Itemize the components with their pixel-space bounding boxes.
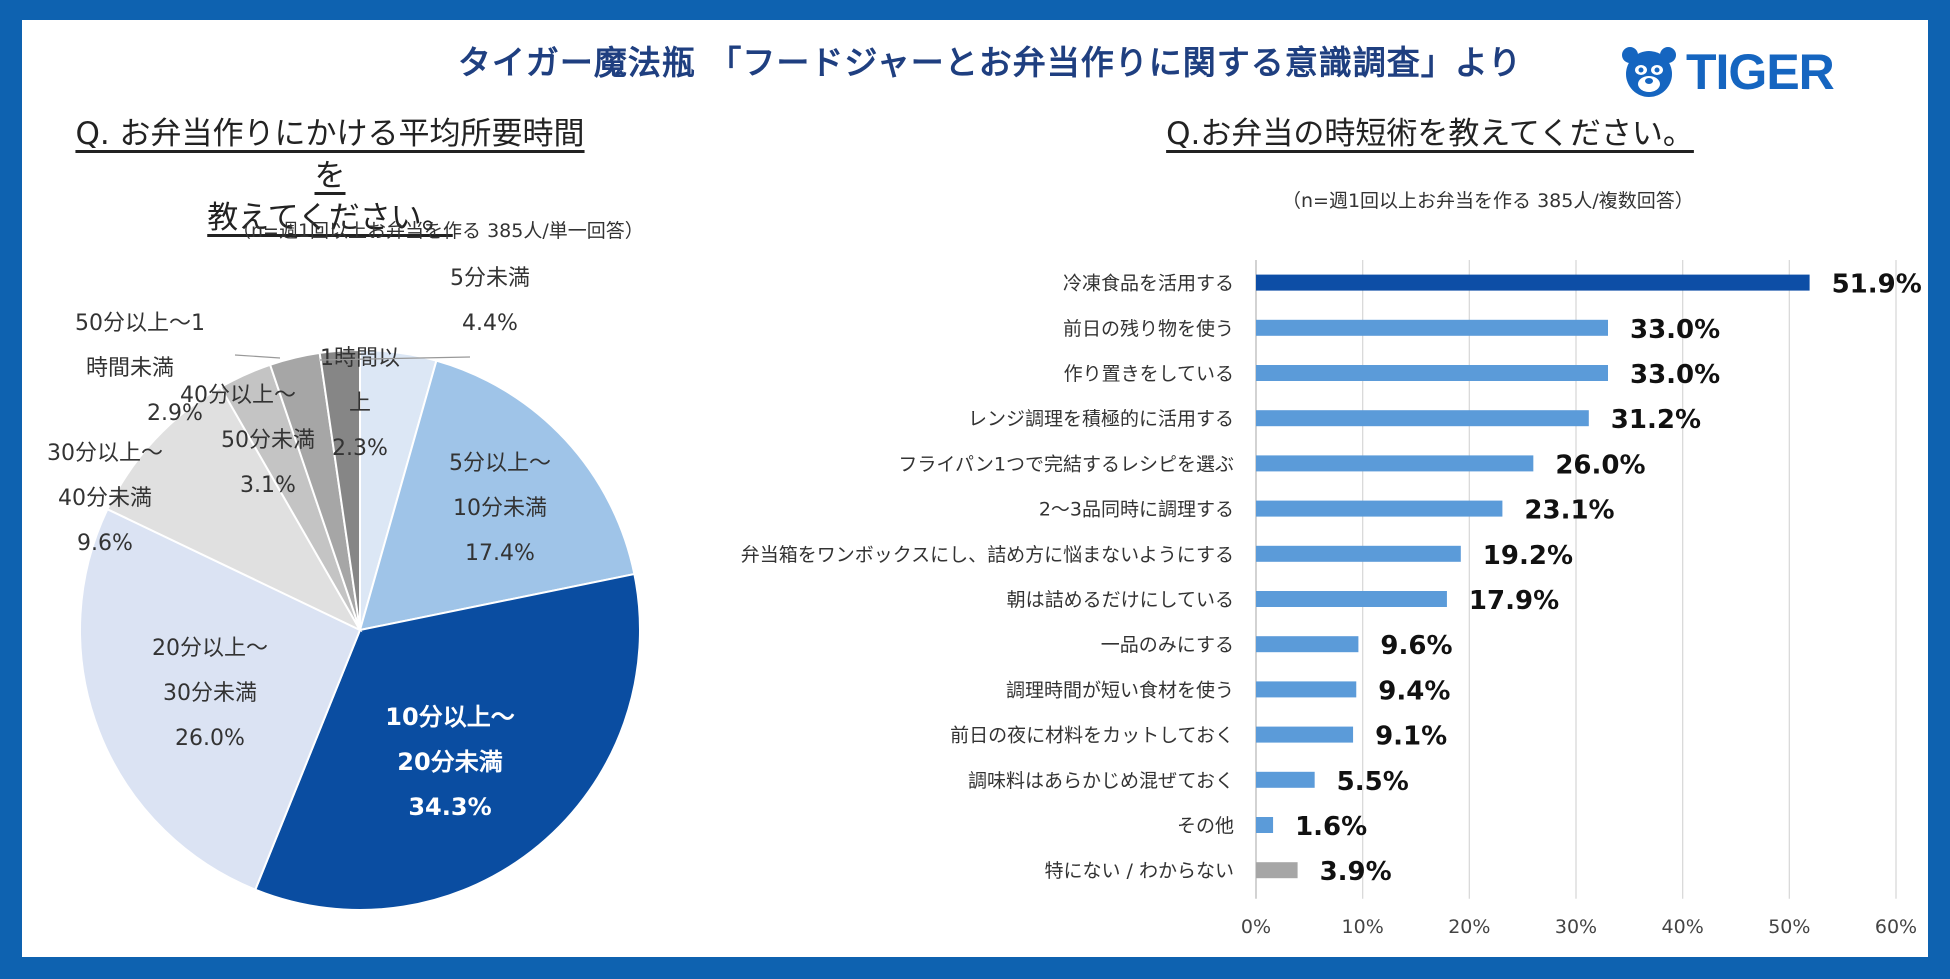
bar-value-label: 33.0% [1630, 315, 1720, 345]
pie-label: 4.4% [462, 311, 518, 336]
bar-value-label: 23.1% [1524, 496, 1614, 526]
bar [1256, 726, 1354, 743]
bar-value-label: 3.9% [1320, 857, 1392, 887]
bar [1256, 862, 1298, 879]
bar-value-label: 51.9% [1832, 270, 1922, 300]
category-label: 冷凍食品を活用する [1063, 273, 1234, 295]
x-tick-label: 50% [1768, 916, 1810, 938]
bar-value-label: 9.4% [1378, 676, 1450, 706]
left-question: Q. お弁当作りにかける平均所要時間を 教えてください。 [60, 113, 600, 239]
bar-value-label: 19.2% [1483, 541, 1573, 571]
bar-value-label: 31.2% [1611, 405, 1701, 435]
category-label: 朝は詰めるだけにしている [1007, 589, 1234, 611]
bar [1256, 319, 1608, 336]
pie-label: 3.1% [240, 473, 296, 498]
bar [1256, 455, 1534, 472]
x-tick-label: 40% [1662, 916, 1704, 938]
bar [1256, 410, 1589, 427]
bar-value-label: 9.6% [1380, 631, 1452, 661]
bar-value-label: 17.9% [1469, 586, 1559, 616]
bar [1256, 636, 1359, 653]
left-note: （n=週1回以上お弁当を作る 385人/単一回答） [232, 220, 644, 242]
bar [1256, 771, 1315, 788]
category-label: 2～3品同時に調理する [1039, 499, 1234, 521]
x-tick-label: 20% [1448, 916, 1490, 938]
bar-value-label: 26.0% [1555, 450, 1645, 480]
pie-label: 17.4% [465, 541, 535, 566]
pie-label: 2.9% [147, 401, 203, 426]
pie-slice [358, 359, 636, 632]
leader-line [319, 356, 471, 361]
bar [1256, 500, 1503, 517]
bar [1256, 274, 1810, 291]
category-label: レンジ調理を積極的に活用する [968, 408, 1234, 430]
bar-chart: 0% 10% 20% 30% 40% 50% 60% 冷凍食品を活用する 51.9% 前日の残り物… [741, 260, 1922, 938]
logo-text: TIGER [1686, 44, 1835, 100]
bar-value-label: 1.6% [1295, 812, 1367, 842]
pie-slice [253, 572, 641, 911]
pie-label: 上 [349, 391, 371, 416]
pie-label: 20分以上～ [152, 636, 268, 661]
right-note: （n=週1回以上お弁当を作る 385人/複数回答） [1282, 190, 1694, 212]
pie-label: 40分以上～ [180, 383, 296, 408]
pie-label: 5分未満 [450, 266, 530, 291]
pie-label: 34.3% [408, 793, 491, 821]
pie-label: 10分以上～ [385, 703, 514, 731]
x-tick-label: 10% [1342, 916, 1384, 938]
pie-slice [318, 348, 361, 631]
left-question-line2: 教えてください。 [207, 200, 453, 236]
category-label: フライパン1つで完結するレシピを選ぶ [898, 453, 1234, 475]
tiger-face-icon [1622, 47, 1676, 97]
pie-slice [79, 507, 362, 891]
x-tick-label: 0% [1241, 916, 1271, 938]
bar [1256, 365, 1608, 381]
pie-label: 50分以上～1 [75, 311, 205, 336]
pie-label: 20分未満 [397, 748, 502, 776]
category-label: 特にない / わからない [1045, 860, 1234, 882]
pie-label: 10分未満 [453, 496, 547, 521]
pie-label: 30分未満 [163, 681, 257, 706]
category-label: 前日の残り物を使う [1063, 318, 1234, 340]
x-tick-label: 30% [1555, 916, 1597, 938]
pie-slice [106, 385, 363, 633]
pie-label: 2.3% [332, 436, 388, 461]
category-label: 一品のみにする [1101, 634, 1234, 656]
bar [1256, 817, 1274, 833]
tiger-logo: TIGER [1618, 44, 1835, 100]
pie-label: 9.6% [77, 531, 133, 556]
left-question-line1: Q. お弁当作りにかける平均所要時間を [75, 116, 585, 194]
pie-label: 30分以上～ [47, 441, 163, 466]
category-label: 調理時間が短い食材を使う [1006, 679, 1234, 701]
right-question-text: Q.お弁当の時短術を教えてください。 [1166, 116, 1694, 152]
pie-label: 50分未満 [221, 428, 315, 453]
page-title: タイガー魔法瓶 「フードジャーとお弁当作りに関する意識調査」より [457, 43, 1523, 82]
leader-line [234, 354, 281, 359]
bar [1256, 545, 1461, 562]
x-tick-label: 60% [1875, 916, 1917, 938]
bar-value-label: 9.1% [1375, 722, 1447, 752]
category-label: その他 [1177, 815, 1234, 837]
bar-value-label: 33.0% [1630, 360, 1720, 390]
pie-label: 40分未満 [58, 486, 152, 511]
pie-chart: 5分未満 4.4% 5分以上～ 10分未満 17.4% 10分以上～ 20分未満 34.3% 2… [47, 266, 641, 911]
pie-label: 時間未満 [86, 356, 174, 381]
bar-value-label: 5.5% [1337, 767, 1409, 797]
category-label: 調味料はあらかじめ混ぜておく [968, 770, 1234, 792]
pie-label: 5分以上～ [449, 451, 551, 476]
category-label: 作り置きをしている [1064, 363, 1234, 385]
bar [1256, 591, 1447, 607]
pie-label: 26.0% [175, 726, 245, 751]
bar [1256, 681, 1357, 698]
category-label: 前日の夜に材料をカットしておく [950, 725, 1234, 747]
right-question: Q.お弁当の時短術を教えてください。 [1130, 113, 1730, 155]
category-label: 弁当箱をワンボックスにし、詰め方に悩まないようにする [741, 544, 1234, 566]
